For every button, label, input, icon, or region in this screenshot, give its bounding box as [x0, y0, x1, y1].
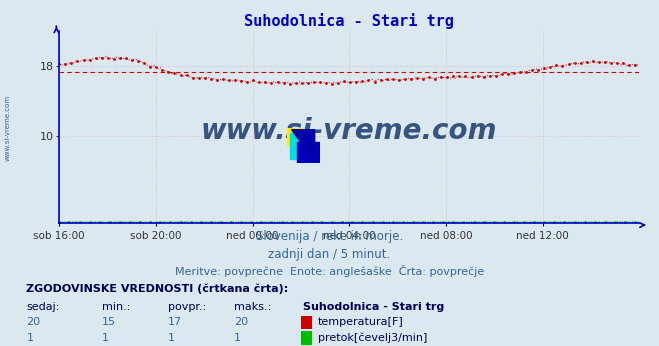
Text: temperatura[F]: temperatura[F]	[318, 317, 403, 327]
Text: ZGODOVINSKE VREDNOSTI (črtkana črta):: ZGODOVINSKE VREDNOSTI (črtkana črta):	[26, 284, 289, 294]
Bar	[287, 128, 303, 145]
Text: 20: 20	[26, 317, 40, 327]
Text: zadnji dan / 5 minut.: zadnji dan / 5 minut.	[268, 248, 391, 261]
Text: 15: 15	[102, 317, 116, 327]
Text: www.si-vreme.com: www.si-vreme.com	[5, 95, 11, 161]
Title: Suhodolnica - Stari trg: Suhodolnica - Stari trg	[244, 12, 454, 29]
Text: sedaj:: sedaj:	[26, 302, 60, 312]
Text: min.:: min.:	[102, 302, 130, 312]
Text: Meritve: povprečne  Enote: anglešaške  Črta: povprečje: Meritve: povprečne Enote: anglešaške Črt…	[175, 265, 484, 277]
Text: Suhodolnica - Stari trg: Suhodolnica - Stari trg	[303, 302, 444, 312]
Text: 1: 1	[102, 333, 109, 343]
Text: 1: 1	[26, 333, 34, 343]
Text: pretok[čevelj3/min]: pretok[čevelj3/min]	[318, 332, 427, 343]
Polygon shape	[292, 130, 315, 161]
Text: 1: 1	[234, 333, 241, 343]
Text: Slovenija / reke in morje.: Slovenija / reke in morje.	[256, 230, 403, 244]
Bar	[290, 133, 304, 159]
Text: 20: 20	[234, 317, 248, 327]
Text: 17: 17	[168, 317, 182, 327]
Text: www.si-vreme.com: www.si-vreme.com	[201, 117, 498, 145]
Text: 1: 1	[168, 333, 175, 343]
Text: maks.:: maks.:	[234, 302, 272, 312]
Text: povpr.:: povpr.:	[168, 302, 206, 312]
Bar	[297, 142, 320, 163]
